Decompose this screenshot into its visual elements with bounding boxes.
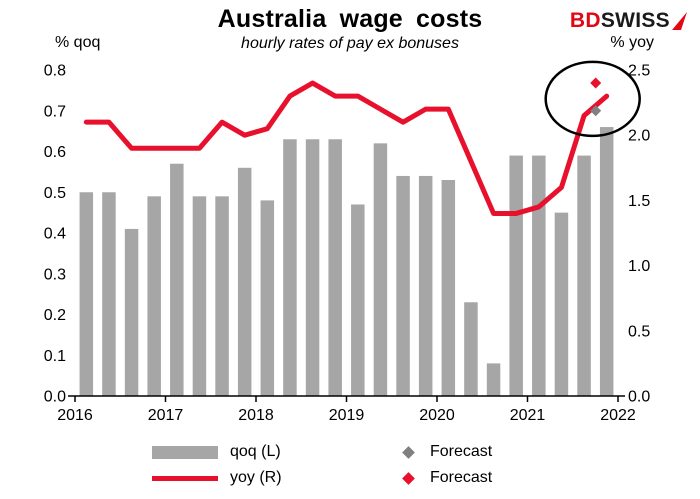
qoq-bar [328,139,342,396]
qoq-bar [192,196,207,396]
qoq-bar [509,155,523,396]
left-tick-label: 0.8 [44,63,66,80]
left-tick-label: 0.4 [44,226,66,243]
right-tick-label: 2.5 [628,63,650,80]
qoq-bar [599,127,614,397]
legend-label-yoy: yoy (R) [230,469,282,486]
legend-label-forecast-gray: Forecast [430,443,493,460]
x-tick-label: 2018 [238,407,274,424]
bar-swatch [152,445,218,459]
logo-arrow-icon [672,11,687,30]
legend-item-yoy: yoy (R) [152,468,342,488]
chart-title: Australia wage costs [217,5,483,33]
x-tick-label: 2017 [148,407,184,424]
qoq-bar [260,200,275,396]
qoq-bar [486,363,501,396]
legend-item-forecast-yoy: Forecast [398,468,548,488]
left-tick-label: 0.6 [44,144,66,161]
qoq-bar [283,139,297,396]
left-tick-label: 0.2 [44,307,66,324]
qoq-bar [418,175,433,396]
left-tick-label: 0.1 [44,348,66,365]
legend-row-2: yoy (R) Forecast [152,468,548,488]
forecast-diamond-red [590,77,602,89]
qoq-bar [577,155,591,396]
x-tick-label: 2020 [419,407,455,424]
x-tick-label: 2022 [600,407,636,424]
red-diamond-swatch [401,471,415,485]
bdswiss-logo: BD SWISS [570,10,688,31]
logo-swiss-text: SWISS [600,9,670,32]
qoq-bar [124,228,139,396]
qoq-bar [237,167,252,396]
x-tick-label: 2021 [510,407,546,424]
x-tick-label: 2016 [57,407,93,424]
qoq-bar [532,155,546,396]
qoq-bar [441,180,456,396]
qoq-bar [396,175,410,396]
line-swatch [152,475,218,481]
legend-item-qoq: qoq (L) [152,442,342,462]
qoq-bar [464,302,478,396]
logo-bd-text: BD [569,9,601,32]
forecast-diamond-gray [590,105,602,117]
right-axis-title: % yoy [610,34,654,51]
left-tick-label: 0.7 [44,103,66,120]
forecast-highlight-circle [544,60,641,138]
legend-row-1: qoq (L) Forecast [152,442,548,462]
legend-item-forecast-qoq: Forecast [398,442,548,462]
qoq-bar [351,204,365,396]
right-tick-label: 1.5 [628,193,650,210]
qoq-bar [373,143,388,396]
right-tick-label: 0.0 [628,389,650,406]
left-tick-label: 0.3 [44,266,66,283]
chart-plot: 2016 2017 2018 2019 2020 2021 20220.00.10.20.3… [44,60,650,424]
gray-diamond-swatch [401,445,415,459]
qoq-bar [170,163,184,396]
qoq-bar [554,212,569,396]
qoq-bar [79,192,94,396]
x-tick-label: 2019 [329,407,365,424]
qoq-bar [305,139,320,396]
yoy-line [83,80,610,216]
qoq-bar [102,192,116,396]
left-axis-title: % qoq [55,34,101,51]
legend-label-qoq: qoq (L) [230,443,281,460]
right-tick-label: 0.5 [628,323,650,340]
qoq-bar [147,196,161,396]
left-tick-label: 0.5 [44,185,66,202]
qoq-bar [215,196,229,396]
legend-label-forecast-red: Forecast [430,469,493,486]
right-tick-label: 2.0 [628,128,650,145]
right-tick-label: 1.0 [628,258,650,275]
chart-legend: qoq (L) Forecast yoy (R) Forecast [0,442,700,488]
left-tick-label: 0.0 [44,389,66,406]
chart-subtitle: hourly rates of pay ex bonuses [241,35,459,52]
